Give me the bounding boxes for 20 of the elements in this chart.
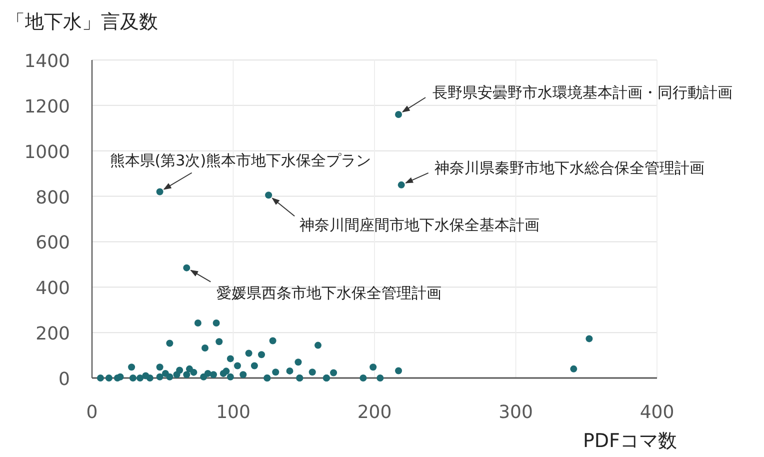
y-axis-title: 「地下水」言及数 (6, 11, 158, 33)
x-tick-label: 100 (216, 402, 250, 423)
y-tick-label: 200 (36, 324, 70, 345)
x-tick-label: 300 (498, 402, 533, 423)
x-axis-title: PDFコマ数 (582, 430, 677, 452)
y-tick-label: 800 (36, 187, 70, 208)
annotation: 愛媛県西条市地下水保全管理計画 (216, 284, 442, 302)
x-tick-label: 0 (86, 402, 98, 423)
y-tick-label: 1000 (24, 142, 70, 163)
y-tick-label: 600 (36, 232, 70, 254)
annotation: 神奈川間座間市地下水保全基本計画 (300, 216, 540, 234)
x-tick-label: 400 (640, 402, 674, 423)
y-tick-label: 1200 (24, 96, 70, 118)
y-tick-label: 1400 (24, 51, 70, 72)
annotation: 神奈川県秦野市地下水総合保全管理計画 (434, 158, 704, 177)
y-tick-label: 400 (36, 278, 70, 300)
annotation: 長野県安曇野市水環境基本計画・同行動計画 (432, 84, 733, 102)
x-tick-label: 200 (357, 402, 392, 423)
y-tick-label: 0 (58, 369, 70, 390)
annotation: 熊本県(第3次)熊本市地下水保全プラン (110, 152, 372, 170)
